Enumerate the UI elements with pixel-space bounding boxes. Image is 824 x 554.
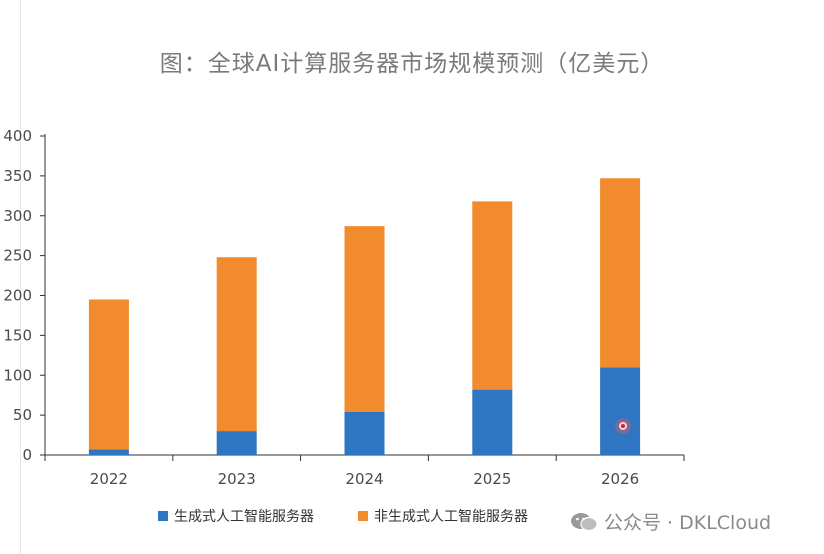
x-tick-label: 2023 [218,470,256,488]
x-tick-label: 2025 [473,470,511,488]
watermark: 公众号 · DKLCloud [570,508,771,535]
bar-non-generative-2026 [600,178,641,368]
legend-label-generative: 生成式人工智能服务器 [174,509,314,525]
y-tick-label: 0 [22,446,32,464]
bar-series [88,178,641,455]
bar-generative-2026 [600,367,641,455]
cursor-indicator [615,418,631,434]
x-tick-label: 2022 [90,470,128,488]
y-tick-label: 100 [3,366,32,384]
bar-non-generative-2023 [216,257,257,432]
y-tick-label: 350 [3,167,32,185]
y-tick-label: 300 [3,207,32,225]
legend-item-non-generative: 非生成式人工智能服务器 [358,506,528,526]
bar-generative-2023 [216,431,257,455]
bar-generative-2022 [88,449,129,455]
y-tick-label: 150 [3,326,32,344]
bar-non-generative-2024 [344,226,385,412]
wechat-icon [571,512,598,531]
legend-label-non-generative: 非生成式人工智能服务器 [374,509,528,525]
watermark-text: 公众号 · DKLCloud [604,512,772,534]
legend-swatch-blue [158,511,168,521]
y-tick-label: 50 [13,406,32,424]
page-frame-line [20,0,21,554]
y-tick-label: 400 [3,127,32,145]
bar-non-generative-2022 [88,299,129,450]
legend-item-generative: 生成式人工智能服务器 [158,506,314,526]
x-axis: 2022 2023 2024 2025 2026 [44,454,685,488]
legend-swatch-orange [358,511,368,521]
y-tick-label: 250 [3,247,32,265]
chart-title: 图：全球AI计算服务器市场规模预测（亿美元） [159,51,665,77]
x-tick-label: 2024 [345,470,383,488]
x-tick-label: 2026 [601,470,639,488]
bar-generative-2024 [344,411,385,455]
y-axis: 0 50 100 150 200 250 300 350 400 [3,127,46,464]
bar-generative-2025 [472,389,513,455]
y-tick-label: 200 [3,287,32,305]
bar-non-generative-2025 [472,201,513,390]
